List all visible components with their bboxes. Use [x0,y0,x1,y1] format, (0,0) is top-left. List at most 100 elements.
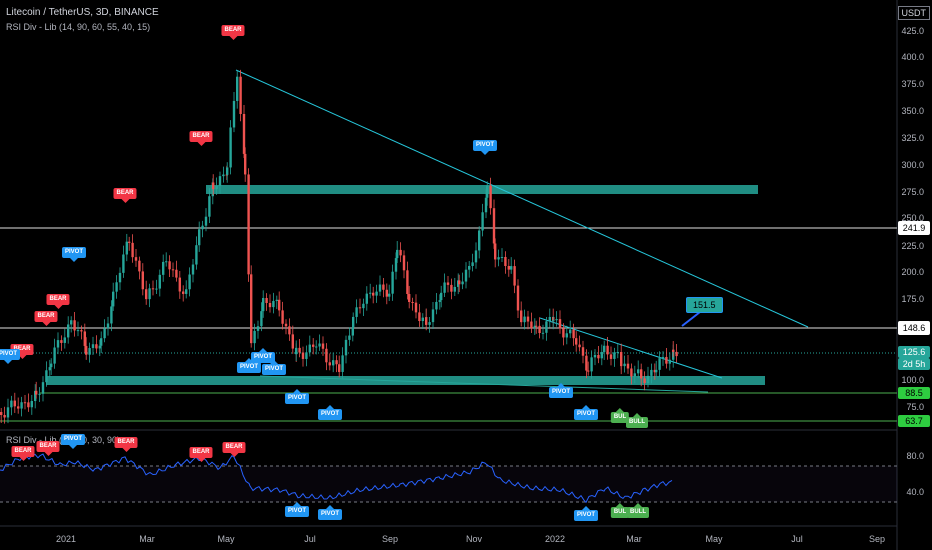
candle-body [578,344,581,348]
rsi-pivot-marker[interactable]: PIVOT [573,506,599,521]
candle-body [0,412,3,415]
candle-body [35,390,38,395]
rsi-bear-marker[interactable]: BEAR [36,441,60,456]
candle-body [83,331,86,346]
candle-body [318,343,321,347]
candle-body [352,316,355,328]
bear-marker[interactable]: BEAR [34,311,58,326]
pivot-low-marker[interactable]: PIVOT [317,405,343,420]
pivot-low-marker[interactable]: PIVOT [261,360,287,375]
bear-marker[interactable]: BEAR [113,188,137,203]
candle-body [620,363,623,367]
price-tick: 325.0 [901,133,924,143]
candle-body [45,370,48,383]
candle-body [110,306,113,324]
candle-body [63,337,66,343]
indicator-legend[interactable]: RSI Div - Lib (14, 90, 60, 55, 40, 15) [6,22,151,32]
time-tick: May [217,534,235,544]
rsi-bear-marker[interactable]: BEAR [222,442,246,457]
candle-body [106,323,110,329]
candle-body [643,378,646,384]
candle-body [115,282,118,292]
candle-body [606,345,609,355]
candle-body [548,316,551,322]
candle-body [372,292,375,296]
rsi-pivot-marker[interactable]: PIVOT [317,505,343,520]
pivot-high-marker[interactable]: PIVOT [472,140,498,155]
candle-body [215,185,218,190]
candle-body [562,328,565,338]
candle-body [558,319,562,329]
pivot-high-marker[interactable]: PIVOT [61,247,87,262]
pivot-low-marker[interactable]: PIVOT [236,358,262,373]
candle-body [520,310,523,323]
symbol-title[interactable]: Litecoin / TetherUS, 3D, BINANCE [6,7,159,18]
rsi-bull-marker[interactable]: BULL [627,503,649,518]
rsi-line [0,453,673,504]
candle-body [489,185,492,209]
candle-body [305,352,308,359]
pivot-low-marker[interactable]: PIVOT [573,405,599,420]
current-price-tag: 125.6 [898,346,930,358]
candle-body [175,269,178,278]
candle-body [201,225,204,230]
candle-body [278,299,281,311]
price-tick: 275.0 [901,187,924,197]
rsi-bear-marker[interactable]: BEAR [189,447,213,462]
descending-trendline [235,69,809,328]
pivot-low-marker[interactable]: PIVOT [284,389,310,404]
candle-body [438,300,441,302]
rsi-bear-marker[interactable]: BEAR [114,437,138,452]
candle-body [399,249,402,256]
candle-body [229,127,232,168]
price-tick: 425.0 [901,26,924,36]
candle-body [315,346,318,348]
price-tick: 375.0 [901,79,924,89]
rsi-pivot-marker[interactable]: PIVOT [60,434,86,449]
pivot-low-marker[interactable]: PIVOT [548,383,574,398]
candle-body [298,347,301,353]
pivot-low-marker[interactable]: PIVOT [250,348,276,363]
bear-marker[interactable]: BEAR [221,25,245,40]
candle-body [581,347,585,356]
bear-marker[interactable]: BEAR [189,131,213,146]
bear-marker[interactable]: BEAR [10,344,34,359]
candle-body [291,334,294,349]
rsi-bull-marker[interactable]: BUL [610,503,630,518]
candle-body [13,400,16,407]
candle-body [244,153,247,175]
candle-body [125,241,128,255]
rsi-bear-marker[interactable]: BEAR [11,446,35,461]
bull-marker[interactable]: BULL [626,413,648,428]
candle-body [34,390,37,402]
price-tick: 175.0 [901,294,924,304]
currency-label[interactable]: USDT [897,6,930,20]
price-tag-63: 63.7 [898,415,930,427]
candle-body [253,330,256,344]
candle-body [504,256,507,267]
candle-body [425,317,428,325]
candle-body [256,326,260,331]
candle-body [242,113,246,154]
candle-body [385,289,388,297]
candle-body [646,375,650,384]
candle-body [222,174,225,177]
bull-marker[interactable]: BUL [610,408,630,423]
candle-body [198,229,201,246]
candle-body [226,167,229,175]
price-tick: 225.0 [901,241,924,251]
bear-marker[interactable]: BEAR [46,294,70,309]
candle-body [597,354,600,359]
candle-body [80,330,83,332]
candle-body [478,230,481,251]
candle-body [388,293,391,297]
candle-body [513,266,516,286]
candle-body [70,320,73,325]
candle-body [10,400,13,408]
candle-body [411,301,414,303]
pivot-high-marker[interactable]: PIVOT [0,349,21,364]
price-callout[interactable]: 151.5 [686,297,723,313]
candle-body [653,369,656,373]
rsi-pivot-marker[interactable]: PIVOT [284,502,310,517]
